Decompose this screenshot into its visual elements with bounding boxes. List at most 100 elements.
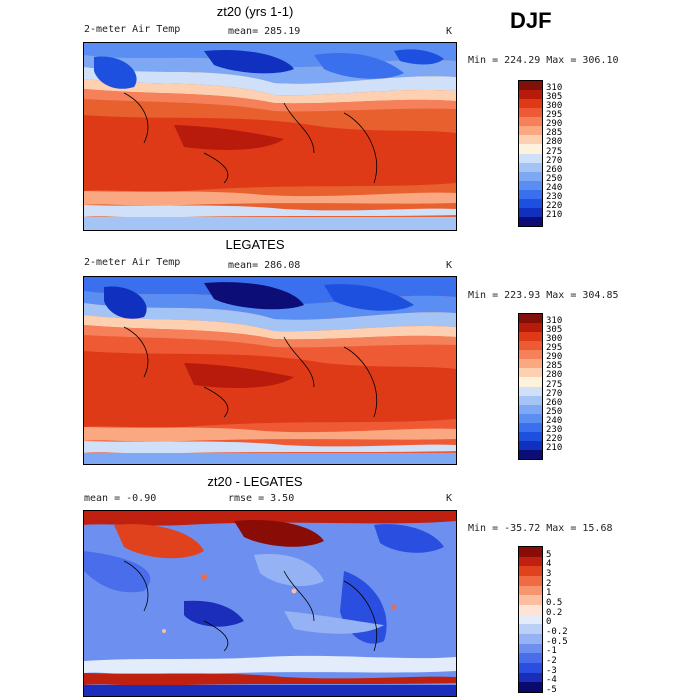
colorbar-swatch xyxy=(519,386,542,396)
colorbar-swatch xyxy=(519,314,542,324)
colorbar-swatch xyxy=(519,575,542,586)
colorbar-tick-label: 290 xyxy=(546,352,563,363)
panel-3-title: zt20 - LEGATES xyxy=(207,474,303,489)
colorbar-tick-label: 275 xyxy=(546,146,563,157)
colorbar-swatch xyxy=(519,547,542,557)
panel-2-title: LEGATES xyxy=(225,237,285,252)
colorbar-tick-label: 250 xyxy=(546,406,563,417)
colorbar-swatch xyxy=(519,604,542,615)
season-label: DJF xyxy=(510,8,552,33)
colorbar-swatch xyxy=(519,422,542,432)
colorbar-swatch xyxy=(519,662,542,673)
colorbar-swatch xyxy=(519,440,542,450)
colorbar-swatch xyxy=(519,144,542,154)
colorbar-tick-label: 270 xyxy=(546,388,563,399)
colorbar-swatch xyxy=(519,81,542,91)
colorbar-tick-label: 290 xyxy=(546,119,563,130)
panel-3-mean: mean = -0.90 xyxy=(84,493,157,504)
colorbar-tick-label: 5 xyxy=(546,549,552,560)
panel-3-unit: K xyxy=(446,493,453,504)
panel-2-colorbar xyxy=(518,313,543,460)
panel-3-rmse: rmse = 3.50 xyxy=(228,493,295,504)
colorbar-tick-label: 4 xyxy=(546,559,552,570)
panel-2-map xyxy=(83,276,457,465)
colorbar-swatch xyxy=(519,633,542,644)
colorbar-tick-label: 3 xyxy=(546,569,552,579)
panel-1-variable-label: 2-meter Air Temp xyxy=(84,24,181,35)
panel-1-title: zt20 (yrs 1-1) xyxy=(216,4,294,19)
colorbar-tick-label: 300 xyxy=(546,334,563,345)
colorbar-swatch xyxy=(519,90,542,100)
colorbar-swatch xyxy=(519,171,542,181)
colorbar-tick-label: 240 xyxy=(546,182,563,193)
panel-1-map xyxy=(83,42,457,231)
panel-1-colorbar-labels: 310 305 300 295 290 285 280 275 270 260 250 240 230 2… xyxy=(546,80,586,225)
colorbar-swatch xyxy=(519,672,542,683)
colorbar-tick-label: 305 xyxy=(546,325,563,336)
colorbar-tick-label: 295 xyxy=(546,343,563,354)
panel-2-colorbar-labels: 310 305 300 295 290 285 280 275 270 260 250 240 230 2… xyxy=(546,313,586,458)
colorbar-swatch xyxy=(519,556,542,567)
colorbar-tick-label: 1 xyxy=(546,588,552,599)
colorbar-tick-label: 240 xyxy=(546,415,563,426)
colorbar-tick-label: 220 xyxy=(546,200,563,211)
panel-3-colorbar-labels: 5 4 3 2 1 0.5 0.2 0 -0.2 -0.5 -1 -2 -3 -4 -5 xyxy=(546,546,586,694)
colorbar-tick-label: 310 xyxy=(546,83,563,94)
colorbar-tick-label: 285 xyxy=(546,361,563,372)
colorbar-tick-label: 210 xyxy=(546,209,563,220)
colorbar-swatch xyxy=(519,189,542,199)
colorbar-swatch xyxy=(519,404,542,414)
colorbar-swatch xyxy=(519,368,542,378)
colorbar-tick-label: 260 xyxy=(546,164,563,175)
colorbar-tick-label: 230 xyxy=(546,424,563,435)
colorbar-swatch xyxy=(519,117,542,127)
panel-1-colorbar xyxy=(518,80,543,227)
colorbar-tick-label: 260 xyxy=(546,397,563,408)
colorbar-tick-label: 285 xyxy=(546,128,563,139)
colorbar-tick-label: 275 xyxy=(546,379,563,390)
colorbar-tick-label: 310 xyxy=(546,316,563,327)
colorbar-tick-label: -0.5 xyxy=(546,636,568,647)
colorbar-tick-label: 2 xyxy=(546,578,552,589)
colorbar-tick-label: 295 xyxy=(546,110,563,121)
colorbar-swatch xyxy=(519,216,542,226)
panel-3-minmax: Min = -35.72 Max = 15.68 xyxy=(468,523,613,534)
colorbar-tick-label: 220 xyxy=(546,433,563,444)
colorbar-swatch xyxy=(519,180,542,190)
panel-2-minmax: Min = 223.93 Max = 304.85 xyxy=(468,290,619,301)
colorbar-swatch xyxy=(519,198,542,208)
colorbar-swatch xyxy=(519,323,542,333)
colorbar-tick-label: -1 xyxy=(546,646,557,657)
colorbar-swatch xyxy=(519,332,542,342)
colorbar-swatch xyxy=(519,595,542,605)
colorbar-tick-label: 0.5 xyxy=(546,598,563,608)
colorbar-tick-label: 270 xyxy=(546,155,563,166)
colorbar-tick-label: -3 xyxy=(546,665,557,676)
colorbar-swatch xyxy=(519,126,542,136)
colorbar-tick-label: -2 xyxy=(546,656,557,666)
panel-3-map xyxy=(83,510,457,697)
colorbar-swatch xyxy=(519,108,542,118)
colorbar-swatch xyxy=(519,99,542,109)
colorbar-swatch xyxy=(519,359,542,369)
panel-1-minmax: Min = 224.29 Max = 306.10 xyxy=(468,55,619,66)
panel-2-variable-label: 2-meter Air Temp xyxy=(84,257,181,268)
colorbar-tick-label: 305 xyxy=(546,92,563,103)
panel-1-map-field xyxy=(84,43,456,230)
colorbar-swatch xyxy=(519,350,542,360)
colorbar-swatch xyxy=(519,643,542,654)
panel-1-mean: mean= 285.19 xyxy=(228,26,301,37)
colorbar-tick-label: 280 xyxy=(546,370,563,381)
panel-3-colorbar xyxy=(518,546,543,693)
colorbar-swatch xyxy=(519,377,542,387)
panel-2-unit: K xyxy=(446,260,453,271)
colorbar-swatch xyxy=(519,153,542,163)
colorbar-swatch xyxy=(519,341,542,351)
colorbar-swatch xyxy=(519,624,542,634)
colorbar-swatch xyxy=(519,449,542,459)
colorbar-swatch xyxy=(519,682,542,692)
colorbar-tick-label: 280 xyxy=(546,137,563,148)
colorbar-tick-label: 300 xyxy=(546,101,563,112)
colorbar-swatch xyxy=(519,395,542,405)
colorbar-tick-label: 210 xyxy=(546,442,563,453)
